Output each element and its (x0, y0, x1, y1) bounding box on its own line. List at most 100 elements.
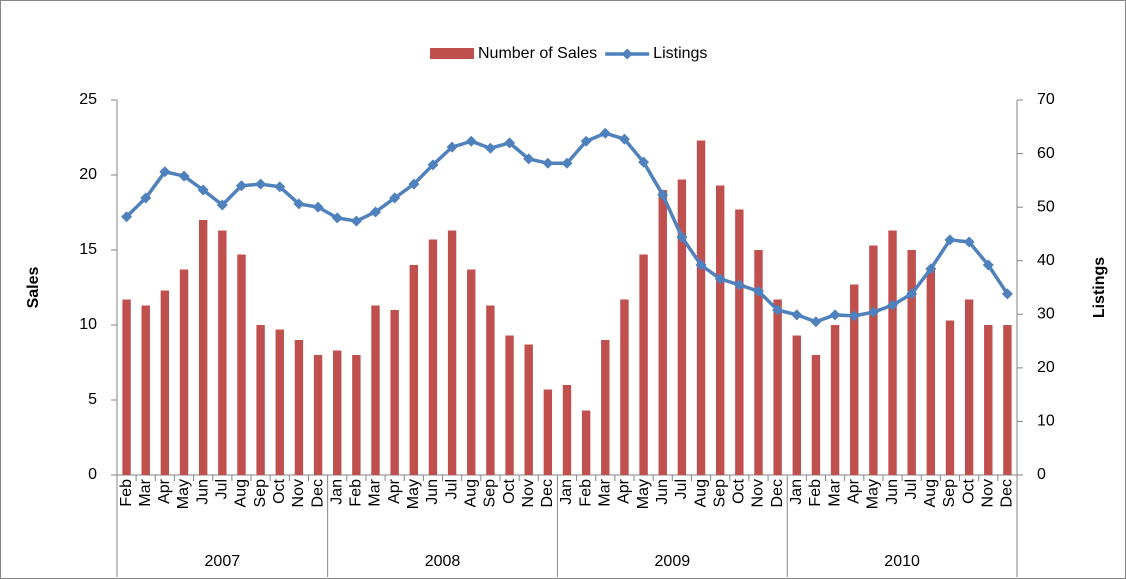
y-tick-label: 20 (79, 166, 97, 183)
line-marker (733, 279, 745, 291)
bar (390, 310, 399, 475)
bar (562, 385, 572, 475)
line-marker (255, 178, 267, 190)
bar (715, 185, 725, 475)
x-tick-label: May (635, 479, 652, 509)
x-tick-label: Dec (999, 479, 1016, 507)
x-tick-label: Aug (692, 479, 709, 507)
line-marker (197, 184, 209, 196)
x-tick-label: Dec (539, 479, 556, 507)
line-marker (159, 166, 171, 178)
line-marker (446, 141, 458, 153)
line-marker (752, 285, 764, 297)
bar (352, 355, 361, 475)
x-tick-label: Feb (118, 479, 135, 507)
group-label: 2008 (425, 553, 461, 570)
bar (275, 329, 284, 475)
y-axis-title: Sales (25, 266, 42, 308)
bar (237, 254, 246, 475)
legend-swatch (430, 48, 474, 59)
y-tick-label: 5 (88, 391, 97, 408)
line-marker (370, 206, 382, 218)
x-tick-label: Apr (845, 478, 862, 504)
x-tick-label: Apr (616, 478, 633, 504)
bar (639, 254, 648, 475)
y2-tick-label: 40 (1037, 252, 1055, 269)
bar (984, 325, 993, 475)
bar (467, 269, 476, 475)
line-marker (216, 199, 228, 211)
x-tick-label: May (175, 479, 192, 509)
bar (543, 389, 553, 475)
x-tick-label: Sep (711, 479, 728, 508)
bar (926, 269, 936, 475)
x-tick-label: Jul (903, 479, 920, 499)
line-marker (350, 215, 362, 227)
y-tick-label: 10 (79, 316, 97, 333)
x-tick-label: May (405, 479, 422, 509)
line-marker (121, 211, 133, 223)
x-tick-label: Jun (884, 479, 901, 505)
x-tick-label: Mar (597, 478, 614, 506)
x-tick-label: Apr (156, 478, 173, 504)
x-tick-label: Feb (348, 479, 365, 507)
x-tick-label: Mar (137, 478, 154, 506)
line-marker (867, 306, 879, 318)
bar (907, 250, 916, 475)
bar (447, 230, 457, 475)
bar (811, 355, 821, 475)
x-tick-label: Sep (941, 479, 958, 508)
line-marker (504, 137, 516, 149)
bar (830, 325, 840, 475)
bar (754, 250, 763, 475)
line-marker (887, 299, 899, 311)
line-marker (714, 273, 726, 285)
y2-tick-label: 30 (1037, 306, 1055, 323)
bar (620, 299, 629, 475)
bar (371, 305, 380, 475)
bar (964, 299, 974, 475)
x-tick-label: Oct (960, 478, 977, 503)
x-tick-label: Jul (673, 479, 690, 499)
line-marker (657, 189, 669, 201)
bar (179, 269, 189, 475)
bar (198, 220, 208, 475)
x-tick-label: Nov (750, 479, 767, 507)
x-tick-label: Oct (731, 478, 748, 503)
x-tick-label: Aug (233, 479, 250, 507)
line-marker (312, 201, 324, 213)
line-marker (676, 231, 688, 243)
line-marker (1001, 288, 1013, 300)
line-marker (484, 142, 496, 154)
bar (256, 325, 265, 475)
line-marker (638, 156, 650, 168)
x-tick-label: Jun (424, 479, 441, 505)
x-tick-label: Jan (788, 479, 805, 505)
group-label: 2010 (884, 553, 920, 570)
line-marker (906, 288, 918, 300)
x-tick-label: Mar (826, 478, 843, 506)
line-marker (561, 157, 573, 169)
line-marker (618, 133, 630, 145)
y2-tick-label: 60 (1037, 145, 1055, 162)
x-tick-label: Feb (577, 479, 594, 507)
y2-tick-label: 50 (1037, 198, 1055, 215)
bar (333, 350, 342, 475)
legend-label: Number of Sales (478, 45, 597, 62)
bar (122, 299, 131, 475)
line-marker (580, 135, 592, 147)
bar (505, 335, 514, 475)
line-marker (829, 309, 841, 321)
y-tick-label: 25 (79, 91, 97, 108)
legend: Number of Sales Listings (430, 45, 707, 62)
line-marker (389, 192, 401, 204)
y-tick-label: 0 (88, 466, 97, 483)
line-marker (178, 170, 190, 182)
legend-label: Listings (653, 45, 707, 62)
x-tick-label: May (865, 479, 882, 509)
line-marker (235, 180, 247, 192)
x-tick-label: Jul (443, 479, 460, 499)
line-marker (772, 304, 784, 316)
y2-tick-label: 70 (1037, 91, 1055, 108)
